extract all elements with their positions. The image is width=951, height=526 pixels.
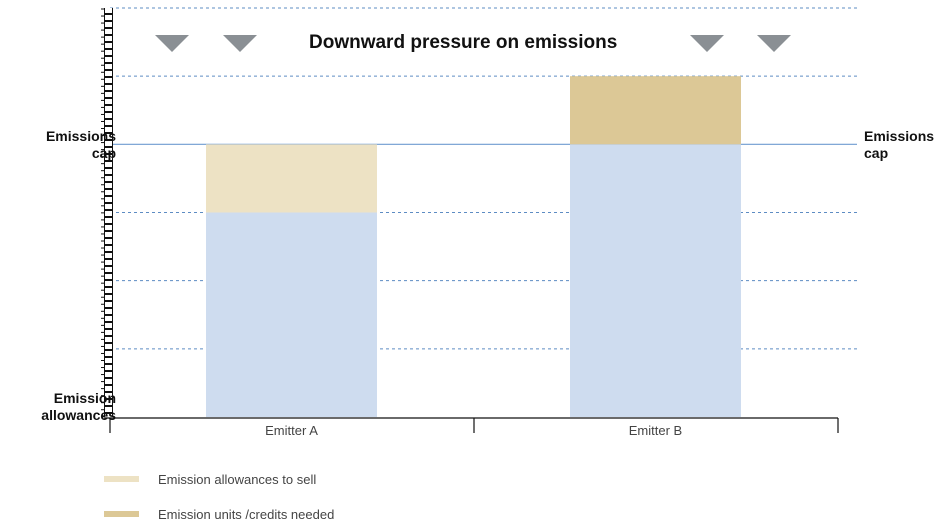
diagram-title: Downward pressure on emissions — [309, 32, 618, 53]
legend-item-needed: Emission units /credits needed — [104, 506, 334, 522]
category-label-emitter-b: Emitter B — [628, 423, 683, 438]
down-triangle-icon — [223, 35, 257, 52]
down-triangle-icon — [757, 35, 791, 52]
left-cap-label: Emissions cap — [46, 128, 116, 162]
right-cap-label-line2: cap — [864, 145, 889, 161]
legend-item-to-sell: Emission allowances to sell — [104, 471, 316, 487]
downward-arrows — [155, 35, 791, 52]
left-cap-label-line1: Emissions — [45, 128, 116, 144]
left-allowances-label-line1: Emission — [53, 390, 116, 406]
down-triangle-icon — [155, 35, 189, 52]
bar-segment-base-emitter-b — [570, 144, 741, 418]
category-label-emitter-a: Emitter A — [265, 423, 318, 438]
legend-label-to-sell: Emission allowances to sell — [158, 471, 317, 487]
legend-swatch-to-sell — [104, 476, 139, 482]
legend-swatch-needed — [104, 511, 139, 517]
legend-label-needed: Emission units /credits needed — [158, 506, 335, 522]
bars — [206, 76, 741, 418]
left-allowances-label: Emission allowances — [41, 390, 116, 424]
right-cap-label: Emissions cap — [864, 128, 934, 162]
x-axis — [104, 417, 839, 433]
y-axis — [101, 8, 113, 418]
right-cap-label-line1: Emissions — [864, 128, 935, 144]
left-allowances-label-line2: allowances — [41, 407, 116, 423]
down-triangle-icon — [690, 35, 724, 52]
bar-segment-to-sell-emitter-a — [206, 144, 377, 213]
bar-segment-needed-emitter-b — [570, 76, 741, 145]
bar-segment-base-emitter-a — [206, 212, 377, 417]
left-cap-label-line2: cap — [91, 145, 116, 161]
